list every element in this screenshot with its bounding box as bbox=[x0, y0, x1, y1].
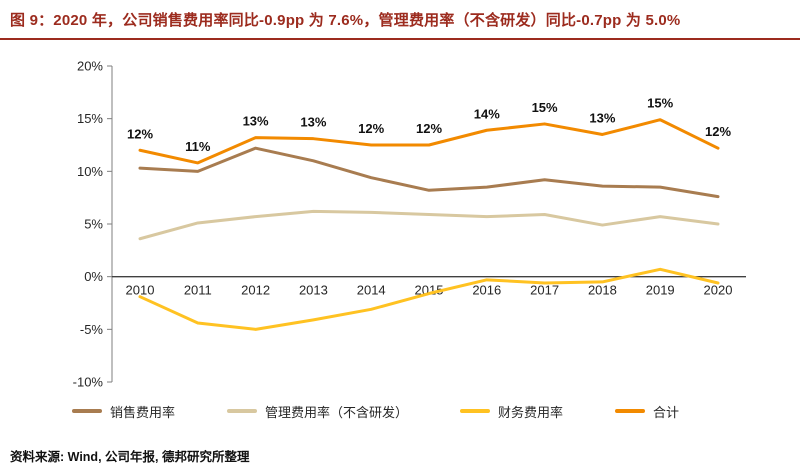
legend-item-sales-expense: 销售费用率 bbox=[72, 402, 175, 421]
svg-text:2019: 2019 bbox=[646, 283, 675, 298]
chart-legend: 销售费用率 管理费用率（不含研发） 财务费用率 合计 bbox=[0, 398, 800, 424]
svg-text:2016: 2016 bbox=[472, 283, 501, 298]
svg-text:2014: 2014 bbox=[357, 283, 386, 298]
svg-text:12%: 12% bbox=[705, 124, 731, 139]
svg-text:15%: 15% bbox=[647, 96, 673, 111]
svg-text:11%: 11% bbox=[185, 139, 211, 154]
line-chart: 20% 15% 10% 5% 0% -5% -10% 2010 2011 2012 2013 2014… bbox=[73, 59, 746, 390]
svg-text:0%: 0% bbox=[84, 269, 103, 284]
svg-text:2011: 2011 bbox=[184, 283, 212, 298]
svg-text:13%: 13% bbox=[243, 114, 269, 129]
legend-label-admin-expense: 管理费用率（不含研发） bbox=[265, 404, 409, 420]
legend-label-finance-expense: 财务费用率 bbox=[498, 404, 564, 420]
legend-swatch-admin-expense bbox=[227, 409, 258, 413]
legend-swatch-sales-expense bbox=[72, 409, 102, 413]
legend-item-total: 合计 bbox=[615, 402, 679, 421]
svg-text:12%: 12% bbox=[127, 126, 153, 141]
svg-text:14%: 14% bbox=[474, 106, 500, 121]
svg-text:10%: 10% bbox=[77, 164, 103, 179]
svg-text:2010: 2010 bbox=[126, 283, 155, 298]
svg-text:-10%: -10% bbox=[73, 375, 104, 390]
svg-text:-5%: -5% bbox=[80, 322, 104, 337]
legend-label-sales-expense: 销售费用率 bbox=[110, 404, 176, 420]
svg-text:2017: 2017 bbox=[530, 283, 559, 298]
svg-text:13%: 13% bbox=[300, 115, 326, 130]
legend-item-admin-expense: 管理费用率（不含研发） bbox=[227, 402, 408, 421]
chart-area: 20% 15% 10% 5% 0% -5% -10% 2010 2011 2012 2013 2014… bbox=[0, 40, 800, 398]
svg-text:15%: 15% bbox=[532, 100, 558, 115]
svg-text:2018: 2018 bbox=[588, 283, 617, 298]
figure-header: 图 9：2020 年，公司销售费用率同比-0.9pp 为 7.6%，管理费用率（… bbox=[0, 0, 800, 40]
svg-text:2012: 2012 bbox=[241, 283, 270, 298]
svg-text:12%: 12% bbox=[358, 121, 384, 136]
source-note: 资料来源: Wind, 公司年报, 德邦研究所整理 bbox=[10, 450, 250, 464]
legend-swatch-total bbox=[615, 409, 646, 413]
legend-swatch-finance-expense bbox=[460, 409, 491, 413]
svg-text:13%: 13% bbox=[589, 110, 615, 125]
svg-text:5%: 5% bbox=[84, 217, 103, 232]
svg-text:12%: 12% bbox=[416, 121, 442, 136]
figure-title: 图 9：2020 年，公司销售费用率同比-0.9pp 为 7.6%，管理费用率（… bbox=[10, 12, 681, 29]
legend-item-finance-expense: 财务费用率 bbox=[460, 402, 563, 421]
svg-text:15%: 15% bbox=[77, 111, 103, 126]
svg-text:2015: 2015 bbox=[415, 283, 444, 298]
legend-label-total: 合计 bbox=[653, 404, 680, 420]
svg-text:2013: 2013 bbox=[299, 283, 328, 298]
svg-text:2020: 2020 bbox=[704, 283, 733, 298]
svg-text:20%: 20% bbox=[77, 59, 103, 74]
